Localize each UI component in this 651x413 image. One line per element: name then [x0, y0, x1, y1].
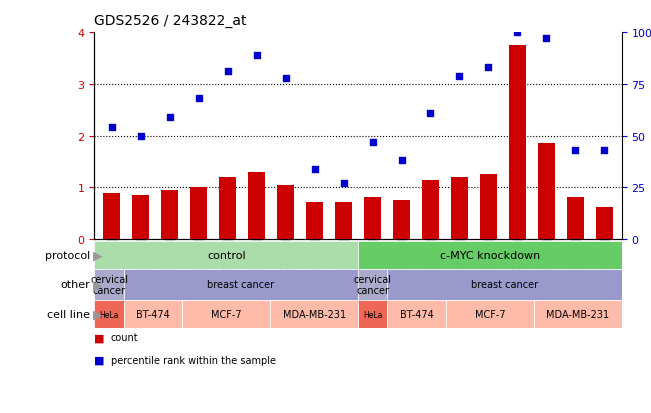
Text: ■: ■ [94, 332, 105, 342]
Text: MCF-7: MCF-7 [211, 309, 242, 319]
Bar [306, 202, 324, 240]
Point [570, 147, 581, 154]
Text: c-MYC knockdown: c-MYC knockdown [440, 250, 540, 260]
Text: control: control [207, 250, 245, 260]
Bar [387, 269, 622, 300]
Text: ▶: ▶ [93, 308, 103, 321]
Text: MDA-MB-231: MDA-MB-231 [283, 309, 346, 319]
Point [541, 36, 551, 43]
Bar [103, 193, 120, 240]
Bar [508, 46, 526, 240]
Point [396, 158, 407, 164]
Text: breast cancer: breast cancer [471, 280, 538, 290]
Text: breast cancer: breast cancer [207, 280, 275, 290]
Point [309, 166, 320, 173]
Bar [364, 197, 381, 240]
Bar [450, 178, 468, 240]
Point [165, 114, 175, 121]
Bar [124, 269, 358, 300]
Text: other: other [60, 280, 90, 290]
Bar [358, 300, 387, 328]
Bar [219, 178, 236, 240]
Bar [422, 180, 439, 240]
Point [367, 139, 378, 146]
Bar [161, 190, 178, 240]
Bar [480, 175, 497, 240]
Text: ▶: ▶ [93, 278, 103, 291]
Text: percentile rank within the sample: percentile rank within the sample [111, 355, 275, 365]
Point [454, 73, 465, 80]
Text: ■: ■ [94, 355, 105, 365]
Text: MCF-7: MCF-7 [475, 309, 505, 319]
Bar [566, 197, 584, 240]
Bar [94, 269, 124, 300]
Point [512, 30, 523, 36]
Bar [538, 144, 555, 240]
Text: BT-474: BT-474 [136, 309, 170, 319]
Point [135, 133, 146, 140]
Point [193, 96, 204, 102]
Bar [358, 269, 387, 300]
Bar [94, 241, 358, 269]
Text: MDA-MB-231: MDA-MB-231 [546, 309, 609, 319]
Bar [277, 185, 294, 240]
Bar [534, 300, 622, 328]
Point [599, 147, 609, 154]
Text: count: count [111, 332, 138, 342]
Text: HeLa: HeLa [100, 310, 118, 319]
Text: protocol: protocol [44, 250, 90, 260]
Text: cervical
cancer: cervical cancer [90, 274, 128, 296]
Point [107, 125, 117, 131]
Point [223, 69, 233, 76]
Bar [94, 300, 124, 328]
Text: ▶: ▶ [93, 249, 103, 262]
Text: HeLa: HeLa [363, 310, 382, 319]
Bar [387, 300, 446, 328]
Point [483, 65, 493, 71]
Bar [393, 201, 410, 240]
Bar [124, 300, 182, 328]
Text: GDS2526 / 243822_at: GDS2526 / 243822_at [94, 14, 247, 28]
Bar [446, 300, 534, 328]
Bar [335, 202, 352, 240]
Point [281, 75, 291, 82]
Point [339, 180, 349, 187]
Point [251, 52, 262, 59]
Bar [270, 300, 358, 328]
Bar [358, 241, 622, 269]
Bar [596, 207, 613, 240]
Bar [132, 196, 150, 240]
Text: cell line: cell line [47, 309, 90, 319]
Point [425, 110, 436, 117]
Bar [182, 300, 270, 328]
Bar [190, 188, 208, 240]
Bar [248, 173, 266, 240]
Text: cervical
cancer: cervical cancer [353, 274, 392, 296]
Text: BT-474: BT-474 [400, 309, 434, 319]
